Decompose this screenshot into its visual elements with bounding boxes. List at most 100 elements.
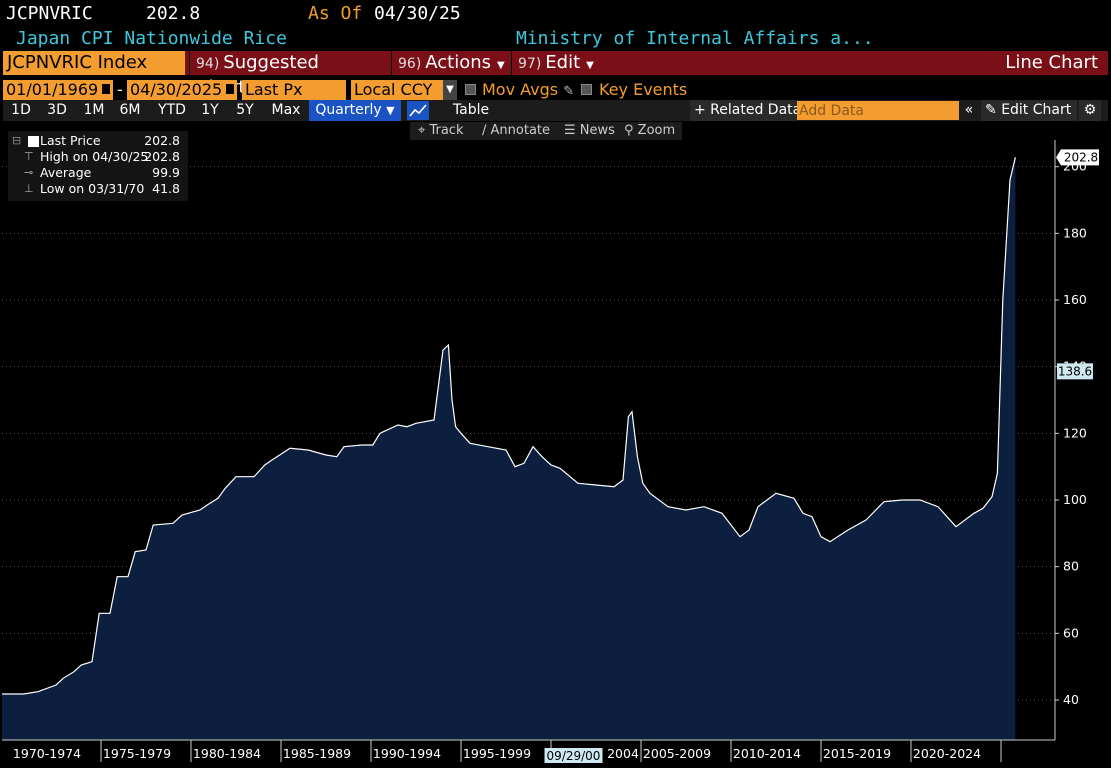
annotate-tool[interactable]: ∕ Annotate (482, 122, 550, 140)
chart-tools-bar: ⌖ Track ∕ Annotate ☰ News ⚲ Zoom (410, 122, 682, 140)
price-field-value: Last Px (245, 80, 303, 99)
suggested-charts-button[interactable]: 94)Suggested Charts▼ (189, 51, 389, 98)
range-1m[interactable]: 1M (83, 102, 105, 118)
actions-number: 96) (398, 56, 422, 72)
legend-high-label: High on 04/30/25 (40, 149, 149, 164)
mov-avgs-checkbox[interactable] (465, 84, 476, 95)
x-tick-label: 1970-1974 (13, 746, 81, 761)
end-date-value: 04/30/2025 (130, 80, 223, 99)
table-button[interactable]: Table (452, 102, 490, 118)
legend-low-label: Low on 03/31/70 (40, 181, 145, 196)
currency-select[interactable]: Local CCY ▼ (351, 80, 457, 100)
as-of-label: As Of (308, 3, 363, 24)
range-ytd[interactable]: YTD (158, 102, 186, 118)
key-events-checkbox[interactable] (581, 84, 592, 95)
function-toolbar: JCPNVRIC Index 94)Suggested Charts▼ 96)A… (3, 51, 1108, 98)
y-tick-label: 100 (1063, 492, 1087, 507)
edit-button[interactable]: 97) Edit ▼ (511, 51, 595, 75)
start-date-field[interactable]: 01/01/1969 (3, 80, 113, 100)
double-chevron-left-icon[interactable]: « (964, 102, 974, 118)
key-events-label[interactable]: Key Events (599, 80, 688, 99)
last-value-tag: 202.8 (1064, 150, 1098, 164)
frequency-select[interactable]: Quarterly ▼ (309, 100, 401, 121)
range-3d[interactable]: 3D (47, 102, 67, 118)
price-chart[interactable]: 4060801001201401601802001970-19741975-19… (0, 140, 1111, 768)
range-6m[interactable]: 6M (119, 102, 141, 118)
caret-down-icon: ▼ (586, 60, 594, 71)
x-tick-label: 1990-1994 (373, 746, 441, 761)
range-1d[interactable]: 1D (11, 102, 31, 118)
edit-chart-button[interactable]: ✎ Edit Chart (981, 100, 1077, 121)
date-separator: - (117, 80, 123, 99)
crosshair-date-tag: 09/29/00 (547, 749, 601, 763)
high-marker-icon: ⊤ (24, 150, 34, 163)
x-tick-label: 1985-1989 (283, 746, 351, 761)
x-tick-label: 2020-2024 (913, 746, 981, 761)
security-input[interactable]: JCPNVRIC Index (3, 51, 185, 75)
average-marker-icon: ⊸ (24, 166, 34, 179)
chart-legend: ⊟ Last Price 202.8 ⊤ High on 04/30/25 20… (8, 131, 188, 201)
chart-view-label: Line Chart (1005, 52, 1098, 73)
calendar-icon[interactable] (101, 83, 111, 95)
crosshair-icon: ⌖ (418, 123, 426, 138)
as-of-date: 04/30/25 (374, 3, 461, 24)
legend-average-label: Average (40, 165, 92, 180)
mov-avgs-label[interactable]: Mov Avgs ✎ (482, 80, 574, 102)
hover-value-tag-bg (1057, 363, 1093, 380)
zoom-tool[interactable]: ⚲ Zoom (624, 122, 675, 140)
add-data-input[interactable] (797, 101, 959, 120)
legend-last-price-label: Last Price (40, 133, 101, 148)
range-1y[interactable]: 1Y (201, 102, 219, 118)
x-tick-label: 2004 (607, 746, 639, 761)
legend-last-price: ⊟ Last Price 202.8 (12, 133, 184, 149)
legend-low: ⊥ Low on 03/31/70 41.8 (12, 181, 184, 197)
track-label: Track (429, 123, 464, 138)
range-max[interactable]: Max (271, 102, 301, 118)
gear-icon[interactable]: ⚙ (1079, 100, 1101, 121)
data-source: Ministry of Internal Affairs a... (516, 28, 874, 49)
edit-chart-label: Edit Chart (1001, 102, 1072, 118)
y-tick-label: 40 (1063, 692, 1079, 707)
legend-average-value: 99.9 (152, 165, 180, 180)
currency-value: Local CCY (354, 80, 433, 99)
collapse-icon[interactable]: ⊟ (12, 134, 22, 147)
related-data-button[interactable]: + Related Data (690, 100, 798, 121)
caret-down-icon: ▼ (497, 60, 505, 71)
pencil-icon[interactable]: ✎ (563, 84, 575, 99)
suggested-charts-number: 94) (196, 56, 220, 72)
pencil-icon: ✎ (985, 102, 997, 118)
legend-low-value: 41.8 (152, 181, 180, 196)
news-icon: ☰ (564, 123, 576, 138)
x-tick-label: 1975-1979 (103, 746, 171, 761)
legend-high-value: 202.8 (144, 149, 180, 164)
x-tick-label: 2010-2014 (733, 746, 801, 761)
y-tick-label: 60 (1063, 625, 1079, 640)
calendar-icon[interactable] (225, 83, 235, 95)
security-header: JCPNVRIC 202.8 As Of 04/30/25 (6, 2, 461, 26)
chevron-down-icon[interactable]: ▼ (443, 80, 457, 100)
y-tick-label: 80 (1063, 559, 1079, 574)
crosshair-date-tag-bg (544, 748, 603, 763)
caret-down-icon: ▼ (386, 104, 395, 117)
x-tick-label: 2015-2019 (823, 746, 891, 761)
annotate-label: Annotate (490, 123, 551, 138)
price-field-select[interactable]: Last Px (242, 80, 346, 100)
legend-high: ⊤ High on 04/30/25 202.8 (12, 149, 184, 165)
actions-label: Actions (425, 52, 492, 73)
news-label: News (579, 123, 615, 138)
frequency-value: Quarterly (315, 102, 382, 118)
range-5y[interactable]: 5Y (236, 102, 254, 118)
start-date-value: 01/01/1969 (6, 80, 99, 99)
ticker-symbol: JCPNVRIC (6, 3, 93, 24)
range-toolbar: 1D 3D 1M 6M YTD 1Y 5Y Max Quarterly ▼ Ta… (3, 100, 1108, 121)
edit-number: 97) (518, 56, 542, 72)
line-chart-icon[interactable] (407, 101, 429, 120)
track-tool[interactable]: ⌖ Track (418, 122, 464, 140)
last-price: 202.8 (146, 3, 201, 24)
x-tick-label: 1995-1999 (463, 746, 531, 761)
zoom-label: Zoom (637, 123, 676, 138)
actions-button[interactable]: 96) Actions ▼ (391, 51, 509, 75)
end-date-field[interactable]: 04/30/2025 (127, 80, 237, 100)
news-tool[interactable]: ☰ News (564, 122, 615, 140)
x-tick-label: 2005-2009 (643, 746, 711, 761)
